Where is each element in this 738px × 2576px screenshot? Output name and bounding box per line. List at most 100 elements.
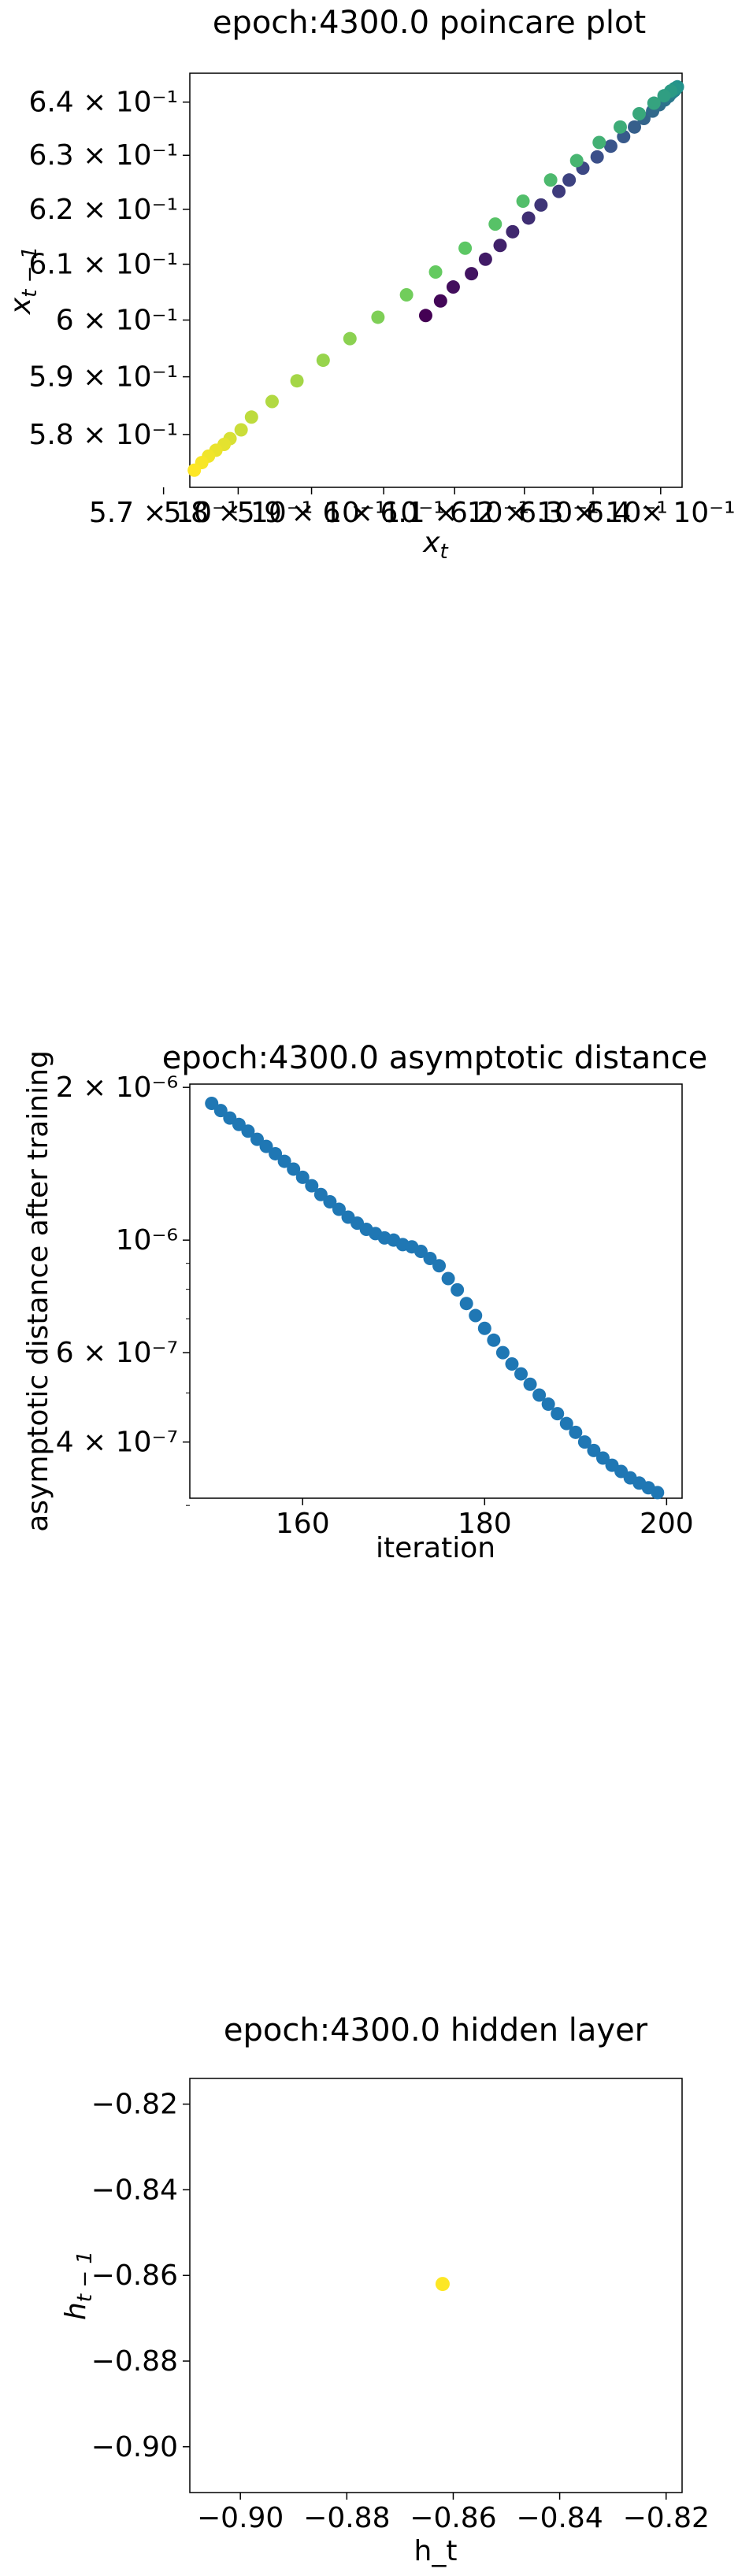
- hidden-layer-chart: epoch:4300.0 hidden layer −0.90 −0.88 −0.8…: [60, 2012, 710, 2567]
- asymptotic-distance-chart: epoch:4300.0 asymptotic distance 160 180 2…: [22, 1040, 708, 1564]
- x-tick-label: −0.90: [197, 2502, 284, 2534]
- data-points: [205, 1096, 665, 1500]
- data-point: [332, 1202, 346, 1216]
- data-point: [259, 1139, 273, 1153]
- y-tick-label: −0.82: [91, 2089, 178, 2121]
- y-axis-label: asymptotic distance after training: [22, 1050, 54, 1532]
- svg-text:xt − 1: xt − 1: [5, 246, 42, 315]
- data-point: [523, 1377, 537, 1391]
- plot-area-frame: [189, 1083, 683, 1499]
- data-point: [651, 1486, 665, 1500]
- chart-title: epoch:4300.0 poincare plot: [213, 5, 646, 41]
- data-point: [551, 1407, 565, 1421]
- x-tick-label: −0.82: [623, 2502, 710, 2534]
- data-point: [657, 89, 671, 103]
- data-point: [647, 96, 661, 110]
- x-tick-label: 6.2 × 10⁻¹: [450, 497, 599, 529]
- data-point: [459, 1297, 473, 1311]
- y-tick-label: 6 × 10⁻⁷: [56, 1337, 178, 1369]
- data-point: [632, 106, 647, 120]
- y-tick-label: −0.86: [91, 2260, 178, 2292]
- y-tick-label: 10⁻⁶: [116, 1224, 178, 1257]
- data-point: [265, 394, 279, 409]
- x-ticks: 5.7 × 10⁻¹5.8 × 10⁻¹5.9 × 10⁻¹6 × 10⁻¹6.…: [89, 487, 736, 529]
- chart-title: epoch:4300.0 asymptotic distance: [162, 1040, 708, 1076]
- data-point: [590, 150, 604, 164]
- data-point: [521, 211, 536, 225]
- data-point: [290, 374, 304, 388]
- data-point: [343, 331, 357, 346]
- data-point: [428, 265, 443, 279]
- data-point: [534, 198, 548, 212]
- data-point: [458, 241, 473, 255]
- data-point: [313, 1187, 328, 1201]
- data-points: [435, 2277, 450, 2292]
- data-point: [541, 1397, 555, 1412]
- x-axis-label: xt: [422, 527, 448, 564]
- x-tick-label: 180: [458, 1508, 512, 1540]
- data-point: [277, 1154, 291, 1168]
- data-point: [505, 1357, 519, 1371]
- y-tick-label: 6 × 10⁻¹: [56, 305, 178, 337]
- y-tick-label: −0.84: [91, 2174, 178, 2206]
- data-point: [234, 423, 248, 437]
- data-point: [295, 1170, 310, 1184]
- y-axis-label: ht − 1: [60, 2251, 97, 2320]
- x-tick-label: −0.84: [516, 2502, 603, 2534]
- data-points: [187, 80, 684, 477]
- data-point: [487, 1333, 501, 1347]
- x-tick-label: 6 × 10⁻¹: [323, 497, 445, 529]
- data-point: [603, 139, 617, 154]
- data-point: [569, 154, 584, 168]
- data-point: [187, 463, 202, 477]
- data-point: [543, 173, 558, 187]
- data-point: [628, 120, 642, 134]
- x-tick-label: 5.9 × 10⁻¹: [237, 497, 387, 529]
- data-point: [451, 1282, 465, 1297]
- x-tick-label: 6.4 × 10⁻¹: [586, 497, 736, 529]
- x-tick-label: 5.8 × 10⁻¹: [164, 497, 313, 529]
- data-point: [592, 135, 606, 150]
- data-point: [435, 2277, 450, 2292]
- data-point: [465, 267, 479, 281]
- data-point: [316, 353, 330, 368]
- asymptotic-chart-container: epoch:4300.0 asymptotic distance 160 180 2…: [0, 1023, 738, 1622]
- poincare-chart-container: epoch:4300.0 poincare plot 5.7 × 10⁻¹ 5.8…: [0, 0, 738, 567]
- data-point: [532, 1388, 547, 1402]
- x-tick-label: 6.3 × 10⁻¹: [518, 497, 668, 529]
- plot-area-frame: [189, 2078, 683, 2493]
- data-point: [241, 1124, 255, 1138]
- x-tick-label: 200: [640, 1508, 694, 1540]
- data-point: [577, 1435, 592, 1449]
- data-point: [495, 1345, 510, 1360]
- data-point: [478, 252, 492, 266]
- x-ticks: 160 180 200: [276, 1498, 694, 1540]
- data-point: [287, 1162, 301, 1176]
- y-tick-label: 6.2 × 10⁻¹: [28, 194, 178, 226]
- y-axis-label-group: asymptotic distance after training: [22, 1050, 54, 1532]
- y-axis-label: xt − 1: [5, 246, 42, 315]
- data-point: [559, 1416, 573, 1430]
- data-point: [506, 224, 520, 239]
- y-tick-label: 4 × 10⁻⁷: [56, 1427, 178, 1459]
- data-point: [441, 1271, 455, 1286]
- data-point: [613, 120, 627, 134]
- data-point: [250, 1132, 264, 1146]
- x-axis-label: iteration: [376, 1532, 495, 1564]
- plot-area-frame: [189, 72, 683, 488]
- y-tick-label: −0.88: [91, 2345, 178, 2378]
- poincare-chart: epoch:4300.0 poincare plot 5.7 × 10⁻¹5.8…: [5, 5, 736, 564]
- data-point: [305, 1179, 319, 1193]
- data-point: [562, 173, 577, 187]
- y-tick-label: −0.90: [91, 2431, 178, 2463]
- data-point: [244, 410, 258, 424]
- data-point: [552, 184, 566, 198]
- data-point: [587, 1443, 601, 1457]
- data-point: [488, 217, 503, 231]
- y-ticks: −0.82 −0.84 −0.86 −0.88 −0.90: [91, 2089, 190, 2463]
- chart-title: epoch:4300.0 hidden layer: [224, 2012, 648, 2049]
- data-point: [469, 1308, 483, 1323]
- y-ticks: 2 × 10⁻⁶ 10⁻⁶ 6 × 10⁻⁷ 4 × 10⁻⁷: [56, 1071, 190, 1506]
- data-point: [446, 280, 460, 294]
- data-point: [477, 1321, 491, 1335]
